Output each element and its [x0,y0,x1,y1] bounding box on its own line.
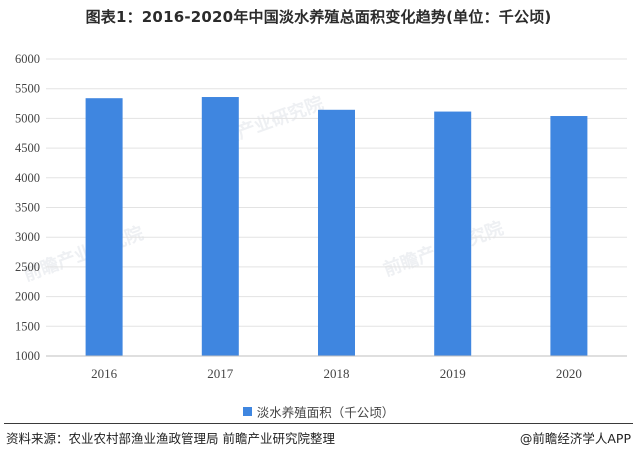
bar-2019 [434,111,472,356]
footer: 资料来源：农业农村部渔业渔政管理局 前瞻产业研究院整理 @前瞻经济学人APP [6,428,631,447]
y-tick-label: 2500 [15,260,40,274]
bar-2018 [318,109,355,356]
y-tick-label: 5000 [15,111,40,125]
y-tick-label: 3000 [15,230,40,244]
x-tick-label: 2019 [440,366,466,381]
legend-swatch [242,407,252,416]
y-tick-label: 6000 [15,52,40,66]
brand-text: @前瞻经济学人APP [519,431,631,446]
y-tick-label: 4000 [15,171,40,185]
y-tick-label: 5500 [15,82,40,96]
y-tick-label: 1000 [15,349,40,363]
x-tick-label: 2020 [556,366,582,381]
legend-label: 淡水养殖面积（千公顷） [256,405,395,420]
x-axis-ticks: 2016 2017 2018 2019 2020 [91,366,582,381]
bar-2020 [550,116,588,356]
x-tick-label: 2016 [91,366,118,381]
legend: 淡水养殖面积（千公顷） [0,402,637,421]
y-tick-label: 1500 [15,319,40,333]
bar-2017 [201,97,239,357]
chart-title: 图表1：2016-2020年中国淡水养殖总面积变化趋势(单位：千公顷) [85,8,552,26]
y-axis-ticks: 1000 1500 2000 2500 3000 3500 4000 4500 5000 5500… [15,52,40,363]
x-tick-label: 2017 [207,366,234,381]
y-tick-label: 4500 [15,141,40,155]
y-tick-label: 3500 [15,201,40,215]
bar-2016 [85,98,123,356]
bar-chart: 1000 1500 2000 2500 3000 3500 4000 4500 5000 5500… [15,52,627,381]
y-tick-label: 2000 [15,290,40,304]
source-text: 资料来源：农业农村部渔业渔政管理局 前瞻产业研究院整理 [6,431,335,446]
footer-divider [4,423,633,424]
bars [85,97,588,357]
x-tick-label: 2018 [324,366,350,381]
